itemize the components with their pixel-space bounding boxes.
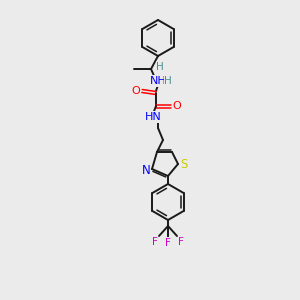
Text: HN: HN: [145, 112, 161, 122]
Text: H: H: [164, 76, 172, 86]
Text: N: N: [142, 164, 150, 176]
Text: O: O: [172, 101, 182, 111]
Text: H: H: [156, 62, 164, 72]
Text: O: O: [132, 86, 140, 96]
Text: NH: NH: [150, 76, 166, 86]
Text: S: S: [180, 158, 188, 170]
Text: F: F: [165, 238, 171, 248]
Text: F: F: [152, 237, 158, 247]
Text: F: F: [178, 237, 184, 247]
